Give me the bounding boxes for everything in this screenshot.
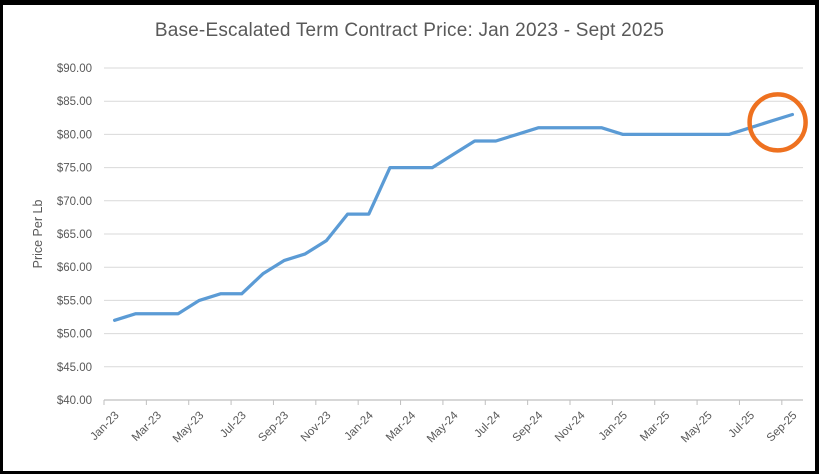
y-tick-label: $40.00 — [57, 395, 92, 407]
x-tick-label: Jul-23 — [218, 410, 249, 441]
y-tick-label: $90.00 — [57, 63, 92, 75]
highlight-circle-annotation — [747, 92, 808, 153]
x-tick-label: Jan-23 — [88, 410, 121, 443]
x-tick-label: May-23 — [171, 410, 207, 446]
y-tick-label: $75.00 — [57, 163, 92, 175]
y-tick-label: $80.00 — [57, 129, 92, 141]
x-tick-label: Nov-24 — [553, 409, 588, 444]
x-tick-label: Mar-24 — [384, 409, 419, 444]
y-tick-label: $50.00 — [57, 329, 92, 341]
y-tick-label: $45.00 — [57, 362, 92, 374]
x-tick-label: Jul-25 — [727, 410, 758, 441]
x-tick-label: Jan-24 — [343, 409, 377, 443]
x-tick-label: May-25 — [679, 410, 715, 446]
x-tick-label: Mar-23 — [130, 410, 164, 444]
x-tick-label: Jul-24 — [472, 409, 503, 440]
y-tick-label: $65.00 — [57, 229, 92, 241]
x-axis-tick-labels: Jan-23 Mar-23 May-23 Jul-23 Sep-23 Nov-23 Jan-… — [88, 409, 799, 445]
y-tick-label: $85.00 — [57, 96, 92, 108]
x-tick-label: May-24 — [425, 409, 461, 445]
chart-title: Base-Escalated Term Contract Price: Jan … — [154, 20, 665, 41]
y-axis-tick-labels: $40.00 $45.00 $50.00 $55.00 $60.00 $65.00 $70.… — [57, 63, 92, 407]
y-tick-label: $60.00 — [57, 262, 92, 274]
gridlines — [104, 67, 803, 368]
y-axis-title: Price Per Lb — [31, 199, 45, 269]
x-axis — [103, 399, 803, 405]
price-line-series — [112, 112, 795, 322]
x-tick-label: Sep-25 — [765, 410, 800, 445]
x-tick-label: Jan-25 — [597, 410, 630, 443]
x-tick-label: Mar-25 — [638, 410, 672, 444]
y-tick-label: $55.00 — [57, 295, 92, 307]
x-tick-label: Sep-24 — [511, 409, 546, 444]
x-tick-label: Nov-23 — [299, 410, 334, 445]
x-tick-label: Sep-23 — [256, 410, 291, 445]
y-tick-label: $70.00 — [57, 196, 92, 208]
